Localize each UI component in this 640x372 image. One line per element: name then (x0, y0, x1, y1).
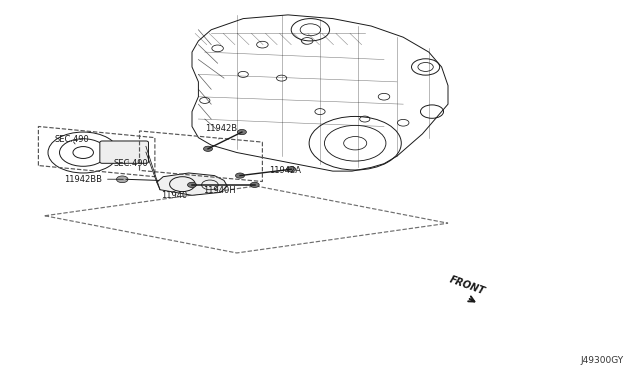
Text: 11940H: 11940H (204, 186, 236, 195)
Text: J49300GY: J49300GY (581, 356, 624, 365)
Circle shape (204, 146, 212, 151)
Polygon shape (157, 173, 227, 195)
Text: 11942A: 11942A (269, 166, 301, 175)
Circle shape (287, 167, 296, 172)
Text: SEC.490: SEC.490 (54, 135, 89, 144)
Text: 11942B: 11942B (205, 124, 237, 139)
Circle shape (237, 129, 246, 135)
Circle shape (250, 182, 259, 187)
Circle shape (188, 182, 196, 187)
Circle shape (116, 176, 128, 183)
Circle shape (236, 173, 244, 178)
FancyBboxPatch shape (100, 141, 148, 163)
Text: FRONT: FRONT (448, 275, 486, 296)
Text: 11940: 11940 (161, 191, 188, 200)
Text: SEC.490: SEC.490 (114, 158, 148, 167)
Text: 11942BB: 11942BB (64, 174, 124, 183)
